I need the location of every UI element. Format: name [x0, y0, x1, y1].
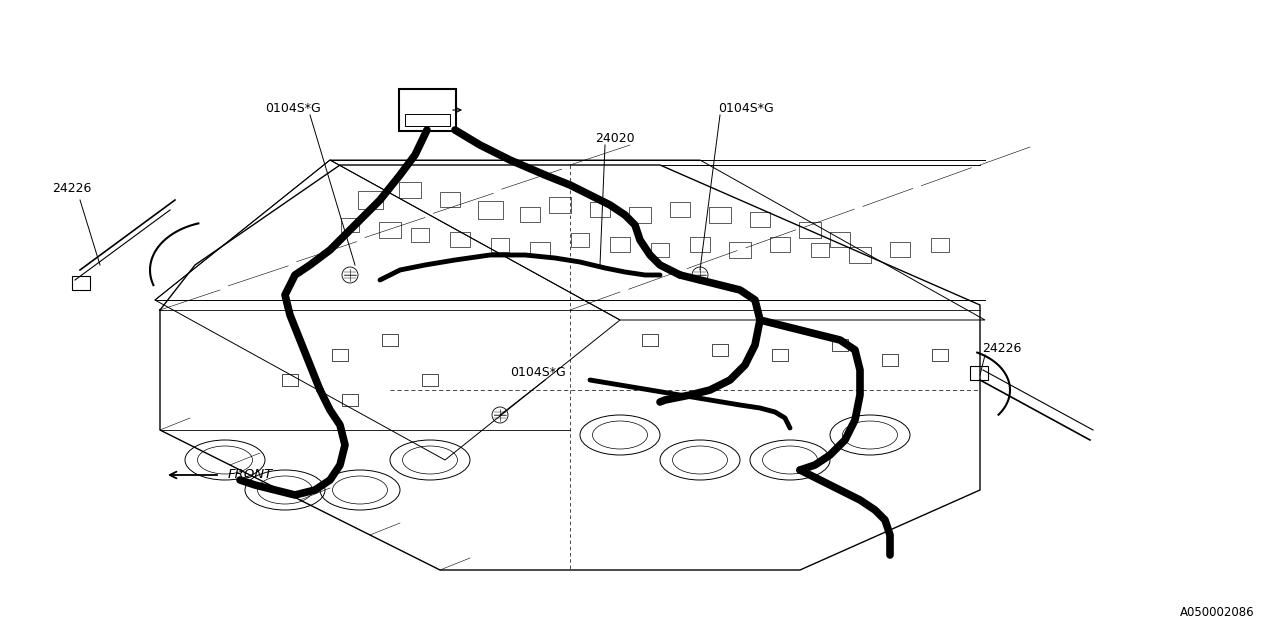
- Bar: [709, 207, 731, 223]
- Bar: [832, 339, 849, 351]
- Bar: [411, 228, 429, 242]
- Bar: [890, 242, 910, 257]
- Bar: [931, 238, 948, 252]
- Bar: [332, 349, 348, 361]
- Bar: [492, 238, 509, 252]
- Bar: [970, 366, 988, 380]
- Bar: [690, 237, 710, 252]
- Text: 0104S*G: 0104S*G: [265, 102, 321, 115]
- Bar: [381, 334, 398, 346]
- Text: 0104S*G: 0104S*G: [718, 102, 773, 115]
- Bar: [849, 247, 870, 263]
- Bar: [477, 201, 503, 219]
- Bar: [932, 349, 948, 361]
- Bar: [628, 207, 652, 223]
- Bar: [652, 243, 669, 257]
- Bar: [72, 276, 90, 290]
- Bar: [404, 114, 451, 126]
- Bar: [882, 354, 899, 366]
- Text: 0104S*G: 0104S*G: [509, 367, 566, 380]
- Bar: [520, 207, 540, 222]
- Bar: [571, 233, 589, 247]
- Bar: [530, 242, 550, 257]
- Bar: [730, 242, 751, 258]
- Bar: [549, 197, 571, 213]
- Bar: [590, 202, 611, 217]
- Bar: [399, 182, 421, 198]
- Text: 24226: 24226: [52, 182, 91, 195]
- Bar: [812, 243, 829, 257]
- Bar: [422, 374, 438, 386]
- Bar: [750, 212, 771, 227]
- Bar: [451, 232, 470, 247]
- Bar: [712, 344, 728, 356]
- Bar: [342, 394, 358, 406]
- Text: 24020: 24020: [595, 131, 635, 145]
- FancyBboxPatch shape: [399, 89, 456, 131]
- Bar: [771, 237, 790, 252]
- Bar: [379, 222, 401, 238]
- Bar: [643, 334, 658, 346]
- Bar: [669, 202, 690, 217]
- Text: A050002086: A050002086: [1180, 605, 1254, 618]
- Bar: [611, 237, 630, 252]
- Text: FRONT: FRONT: [228, 468, 273, 481]
- Bar: [282, 374, 298, 386]
- Bar: [340, 218, 358, 232]
- Bar: [772, 349, 788, 361]
- Bar: [799, 222, 820, 238]
- Text: 24226: 24226: [982, 342, 1021, 355]
- Bar: [829, 232, 850, 247]
- Bar: [440, 192, 460, 207]
- Bar: [358, 191, 383, 209]
